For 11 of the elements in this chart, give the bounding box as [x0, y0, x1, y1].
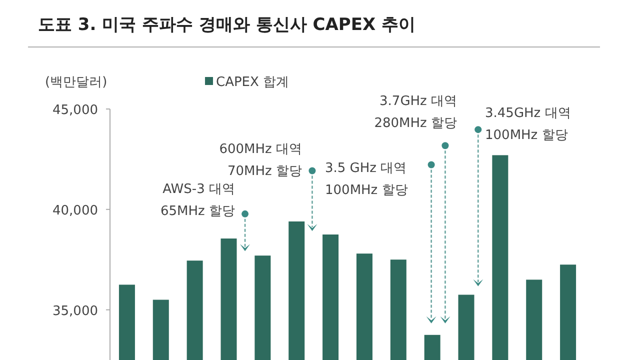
annotation: AWS-3 대역 65MHz 할당: [160, 182, 235, 219]
annotation: 3.7GHz 대역 280MHz 할당: [374, 94, 457, 131]
annotation: 3.5 GHz 대역 100MHz 할당: [325, 161, 408, 198]
annotation: 3.45GHz 대역 100MHz 할당: [485, 106, 571, 143]
legend-label: CAPEX 합계: [216, 75, 290, 90]
y-axis-title: (백만달러): [45, 75, 108, 90]
y-tick-label: 40,000: [52, 203, 98, 218]
chart-title: 도표 3. 미국 주파수 경매와 통신사 CAPEX 추이: [38, 15, 416, 35]
y-tick-label: 45,000: [52, 103, 98, 118]
annotation: 600MHz 대역 70MHz 할당: [219, 142, 302, 179]
y-tick-label: 35,000: [52, 304, 98, 319]
